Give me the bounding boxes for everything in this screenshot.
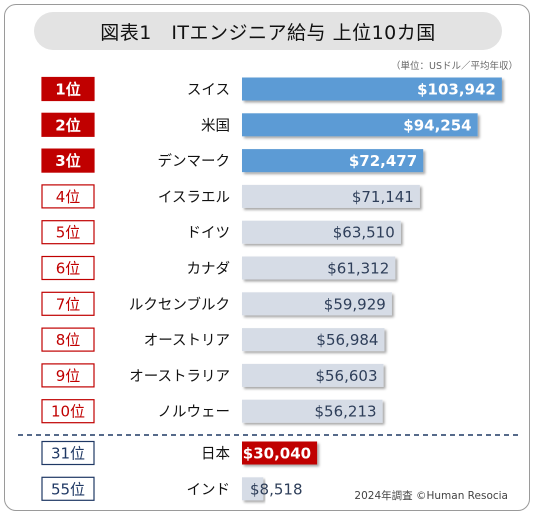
country-label: カナダ bbox=[187, 261, 231, 278]
value-label: $71,141 bbox=[352, 188, 414, 206]
rank-badge bbox=[41, 76, 95, 102]
bar bbox=[242, 149, 424, 173]
country-label: インド bbox=[187, 482, 231, 498]
source-note: 2024年調査 ©Human Resocia bbox=[354, 490, 508, 502]
value-label: $30,040 bbox=[243, 445, 311, 463]
country-label: イスラエル bbox=[158, 190, 230, 206]
country-label: ドイツ bbox=[187, 226, 231, 242]
rank-label: 3位 bbox=[55, 152, 80, 170]
bar bbox=[242, 399, 383, 423]
bar bbox=[242, 184, 420, 208]
bar bbox=[242, 441, 318, 465]
rank-badge bbox=[41, 291, 95, 316]
rank-label: 6位 bbox=[56, 260, 81, 278]
rank-badge bbox=[41, 148, 95, 173]
value-label: $8,518 bbox=[250, 480, 303, 498]
rank-badge bbox=[41, 255, 95, 281]
value-label: $103,942 bbox=[417, 81, 496, 99]
rank-badge bbox=[41, 363, 95, 388]
rank-badge bbox=[41, 476, 95, 501]
rank-label: 5位 bbox=[56, 224, 81, 242]
country-label: ノルウェー bbox=[158, 404, 231, 421]
rank-badge bbox=[41, 327, 95, 352]
rank-badge bbox=[41, 112, 95, 137]
country-label: ルクセンブルク bbox=[129, 295, 230, 313]
rank-badge bbox=[41, 440, 95, 466]
rank-badge bbox=[41, 220, 95, 245]
rank-label: 2位 bbox=[55, 116, 80, 134]
country-label: 米国 bbox=[201, 117, 230, 134]
bar bbox=[242, 113, 478, 137]
bar bbox=[242, 256, 396, 280]
bar bbox=[242, 292, 392, 316]
bar bbox=[242, 328, 385, 352]
rank-label: 7位 bbox=[56, 295, 81, 313]
rank-badge bbox=[41, 399, 95, 424]
rank-label: 9位 bbox=[56, 367, 81, 385]
value-label: $63,510 bbox=[333, 224, 395, 242]
bar bbox=[242, 220, 401, 244]
value-label: $56,984 bbox=[316, 331, 378, 349]
bar bbox=[242, 363, 384, 387]
rank-label: 4位 bbox=[56, 188, 81, 206]
unit-note: （単位：USドル／平均年収） bbox=[391, 61, 518, 72]
value-label: $59,929 bbox=[324, 295, 386, 313]
country-label: オーストラリア bbox=[129, 369, 230, 385]
rank-label: 31位 bbox=[51, 445, 85, 463]
rank-label: 55位 bbox=[51, 480, 85, 498]
bar bbox=[242, 477, 264, 501]
country-label: 日本 bbox=[201, 446, 230, 463]
country-label: デンマーク bbox=[158, 152, 231, 170]
value-label: $61,312 bbox=[327, 260, 389, 278]
rank-badge bbox=[41, 184, 95, 209]
value-label: $94,254 bbox=[403, 116, 471, 134]
country-label: オーストリア bbox=[144, 333, 230, 349]
value-label: $56,213 bbox=[315, 403, 377, 421]
rank-label: 1位 bbox=[55, 81, 80, 99]
rank-label: 10位 bbox=[51, 403, 85, 421]
bar bbox=[242, 77, 502, 101]
value-label: $72,477 bbox=[349, 152, 417, 170]
country-label: スイス bbox=[187, 83, 230, 99]
value-label: $56,603 bbox=[315, 367, 377, 385]
rank-label: 8位 bbox=[56, 331, 81, 349]
chart-title: 図表1 ITエンジニア給与 上位10カ国 bbox=[34, 12, 502, 50]
